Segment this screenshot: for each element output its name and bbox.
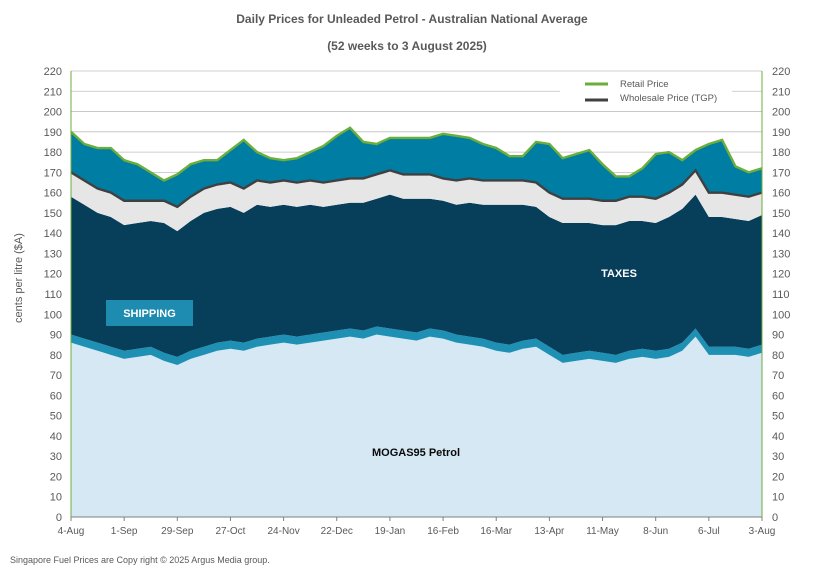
y-tick-right-190: 190 <box>772 127 790 139</box>
y-tick-right-210: 210 <box>772 86 790 98</box>
x-tick-label-11: 8-Jun <box>643 526 668 537</box>
copyright-footer: Singapore Fuel Prices are Copy right © 2… <box>10 555 270 565</box>
x-tick-label-4: 24-Nov <box>267 526 299 537</box>
y-tick-right-160: 160 <box>772 188 790 200</box>
y-tick-left-120: 120 <box>44 269 62 281</box>
y-tick-right-30: 30 <box>772 451 784 463</box>
y-axis-label: cents per litre ($A) <box>13 233 25 323</box>
y-tick-left-110: 110 <box>44 289 62 301</box>
x-tick-label-10: 11-May <box>586 526 619 537</box>
y-ticks-left: 0 10 20 30 40 50 60 70 80 90 100 110 120 130 140 150 160… <box>44 66 62 524</box>
chart-subtitle: (52 weeks to 3 August 2025) <box>327 39 487 53</box>
axes <box>70 71 763 518</box>
y-tick-right-110: 110 <box>772 289 790 301</box>
y-tick-right-150: 150 <box>772 208 790 220</box>
y-tick-right-200: 200 <box>772 107 790 119</box>
y-tick-right-0: 0 <box>772 512 778 524</box>
legend-background <box>560 72 732 110</box>
x-ticks: 4-Aug 1-Sep 29-Sep 27-Oct 24-Nov 22-Dec 19-Jan… <box>58 517 776 537</box>
y-tick-right-220: 220 <box>772 66 790 78</box>
y-tick-right-80: 80 <box>772 350 784 362</box>
y-tick-right-130: 130 <box>772 248 790 260</box>
x-tick-label-6: 19-Jan <box>375 526 406 537</box>
area-shipping <box>71 326 762 365</box>
legend-retail-label: Retail Price <box>620 79 669 90</box>
y-ticks-right: 0 10 20 30 40 50 60 70 80 90 100 110 120 130 140 150 160… <box>772 66 790 524</box>
x-tick-label-1: 1-Sep <box>111 526 138 537</box>
y-tick-right-100: 100 <box>772 309 790 321</box>
legend-wholesale-label: Wholesale Price (TGP) <box>620 93 717 104</box>
shipping-label-box <box>106 300 193 326</box>
y-tick-left-200: 200 <box>44 107 62 119</box>
y-tick-left-140: 140 <box>44 228 62 240</box>
area-mogas95 <box>71 334 762 517</box>
x-tick-label-8: 16-Mar <box>480 526 512 537</box>
x-tick-label-7: 16-Feb <box>427 526 459 537</box>
y-tick-right-90: 90 <box>772 330 784 342</box>
stacked-areas <box>71 127 762 517</box>
y-tick-left-220: 220 <box>44 66 62 78</box>
y-tick-left-180: 180 <box>44 147 62 159</box>
y-tick-left-30: 30 <box>50 451 62 463</box>
x-tick-label-9: 13-Apr <box>534 526 565 537</box>
y-tick-left-100: 100 <box>44 309 62 321</box>
area-wholesale-margin <box>71 170 762 232</box>
retail-price-line <box>70 126 763 182</box>
chart-title: Daily Prices for Unleaded Petrol - Austr… <box>236 12 588 26</box>
y-tick-left-0: 0 <box>56 512 62 524</box>
y-tick-right-180: 180 <box>772 147 790 159</box>
y-tick-left-190: 190 <box>44 127 62 139</box>
area-taxes <box>71 194 762 357</box>
y-tick-left-10: 10 <box>50 492 62 504</box>
x-tick-label-12: 6-Jul <box>698 526 720 537</box>
y-tick-right-20: 20 <box>772 471 784 483</box>
y-tick-left-50: 50 <box>50 411 62 423</box>
area-retail-margin <box>71 127 762 207</box>
y-tick-left-20: 20 <box>50 471 62 483</box>
y-tick-left-130: 130 <box>44 248 62 260</box>
y-tick-right-120: 120 <box>772 269 790 281</box>
x-tick-label-13: 3-Aug <box>749 526 776 537</box>
y-tick-left-210: 210 <box>44 86 62 98</box>
y-tick-right-60: 60 <box>772 390 784 402</box>
y-tick-left-60: 60 <box>50 390 62 402</box>
y-tick-right-170: 170 <box>772 167 790 179</box>
x-tick-label-2: 29-Sep <box>161 526 194 537</box>
y-tick-left-170: 170 <box>44 167 62 179</box>
y-tick-right-140: 140 <box>772 228 790 240</box>
taxes-area-label: TAXES <box>601 268 637 280</box>
y-tick-left-90: 90 <box>50 330 62 342</box>
y-tick-left-40: 40 <box>50 431 62 443</box>
x-tick-label-3: 27-Oct <box>215 526 245 537</box>
price-lines <box>70 126 763 209</box>
shipping-area-label: SHIPPING <box>123 308 176 320</box>
y-tick-right-50: 50 <box>772 411 784 423</box>
y-tick-left-80: 80 <box>50 350 62 362</box>
y-tick-right-10: 10 <box>772 492 784 504</box>
y-tick-left-150: 150 <box>44 208 62 220</box>
x-tick-label-5: 22-Dec <box>321 526 353 537</box>
mogas-area-label: MOGAS95 Petrol <box>372 447 460 459</box>
x-tick-label-0: 4-Aug <box>58 526 85 537</box>
y-tick-right-40: 40 <box>772 431 784 443</box>
y-tick-left-160: 160 <box>44 188 62 200</box>
y-tick-right-70: 70 <box>772 370 784 382</box>
y-tick-left-70: 70 <box>50 370 62 382</box>
wholesale-price-line <box>70 168 763 209</box>
